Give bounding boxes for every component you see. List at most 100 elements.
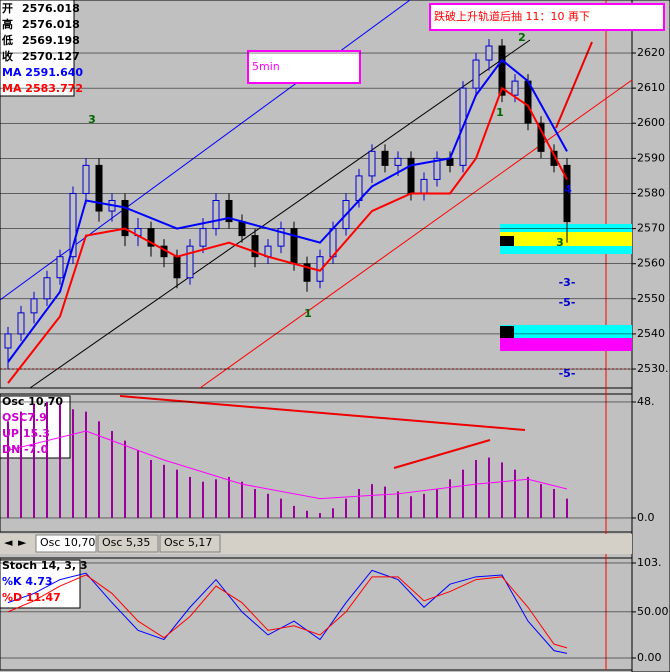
tab[interactable] [35, 534, 97, 553]
stoch-legend: %D 11.47 [2, 591, 61, 604]
axis-strip [631, 0, 670, 672]
ma-label: MA 2591.640 [2, 66, 83, 79]
candle-body [550, 150, 558, 166]
ma-label: MA 2583.772 [2, 82, 83, 95]
candle-body [511, 80, 519, 96]
candle-body [524, 80, 532, 124]
ma-line [7, 58, 568, 363]
wave-label: -3- [559, 276, 576, 289]
candle-body [30, 298, 38, 314]
y-tick-label: 2550 [637, 292, 665, 305]
candle-body [277, 228, 285, 247]
ma-line [7, 86, 568, 384]
marker [500, 236, 514, 246]
candle-body [238, 221, 246, 237]
candle-body [472, 59, 480, 89]
osc-panel [0, 393, 633, 533]
marker [500, 326, 514, 338]
arrow [555, 41, 593, 129]
tab-label[interactable]: Osc 5,17 [164, 536, 212, 549]
candle-body [420, 178, 428, 194]
candle-body [485, 45, 493, 61]
stoch-legend: %K 4.73 [2, 575, 53, 588]
wave-label: 4 [564, 183, 572, 196]
candle-body [17, 312, 25, 335]
candle-body [4, 333, 12, 349]
osc-legend: DN -7.0 [2, 443, 49, 456]
y-tick-label: 50.00 [637, 605, 669, 618]
y-tick-label: 48. [637, 395, 655, 408]
y-tick-label: 0.00 [637, 651, 662, 664]
candle-body [82, 164, 90, 194]
timeframe: 5min [252, 60, 280, 73]
candle-body [290, 228, 298, 265]
wave-label: 3 [88, 113, 96, 126]
tab-next[interactable]: ► [18, 536, 27, 549]
osc-legend: OSC7.9 [2, 411, 47, 424]
candle-body [121, 199, 129, 237]
wave-label: 1 [496, 106, 504, 119]
arrow [393, 439, 491, 469]
candle-body [43, 277, 51, 300]
info-value: 2569.198 [22, 34, 80, 47]
info-box [0, 0, 75, 97]
channel-lower [199, 79, 633, 389]
osc-title: Osc 10,70 [2, 395, 63, 408]
y-tick-label: 2580 [637, 186, 665, 199]
candle-body [368, 150, 376, 177]
stoch-legend-box [0, 559, 81, 609]
stoch-title: Stoch 14, 3, 3 [2, 559, 88, 572]
note: 跌破上升轨道后抽 11：10 再下 [434, 9, 590, 23]
candle-body [433, 157, 441, 180]
tab-label[interactable]: Osc 5,35 [102, 536, 150, 549]
candle-body [225, 199, 233, 223]
channel-mid [29, 39, 531, 389]
wave-label: 1 [304, 307, 312, 320]
candle-body [95, 164, 103, 212]
y-tick-label: 0.0 [637, 511, 655, 524]
wave-label: 2 [518, 31, 526, 44]
y-tick-label: 2620 [637, 46, 665, 59]
candle-body [303, 263, 311, 282]
candle-body [498, 45, 506, 96]
y-tick-label: 2540 [637, 327, 665, 340]
candle-body [212, 199, 220, 230]
y-tick-label: 2530. [637, 362, 669, 375]
zone [500, 232, 632, 246]
info-label: 收 [2, 49, 13, 63]
info-label: 低 [1, 33, 13, 47]
tab-prev[interactable]: ◄ [4, 536, 13, 549]
label-box [247, 50, 361, 84]
osc-signal [7, 430, 568, 500]
tab[interactable] [159, 534, 221, 553]
wave-label: -5- [559, 367, 576, 380]
candle-body [394, 157, 402, 166]
info-label: 开 [2, 2, 13, 15]
y-tick-label: 2610 [637, 81, 665, 94]
candle-body [407, 157, 415, 194]
stoch-line [7, 569, 568, 654]
candle-body [69, 192, 77, 258]
y-tick-label: 2560 [637, 257, 665, 270]
note-box [429, 3, 665, 31]
y-tick-label: 103. [637, 556, 662, 569]
wave-label: 3 [556, 236, 564, 249]
info-value: 2576.018 [22, 2, 80, 15]
candle-body [173, 256, 181, 279]
candle-body [199, 228, 207, 247]
y-tick-label: 2570 [637, 222, 665, 235]
tab-label[interactable]: Osc 10,70 [40, 536, 95, 549]
candle-body [563, 164, 571, 223]
osc-legend: UP 15.3 [2, 427, 50, 440]
candle-body [147, 228, 155, 247]
info-label: 高 [2, 17, 13, 31]
candle-body [381, 150, 389, 166]
info-value: 2576.018 [22, 18, 80, 31]
arrow [119, 395, 526, 431]
y-tick-label: 2600 [637, 116, 665, 129]
tab[interactable] [97, 534, 159, 553]
zone [500, 338, 632, 351]
candle-body [56, 256, 64, 279]
